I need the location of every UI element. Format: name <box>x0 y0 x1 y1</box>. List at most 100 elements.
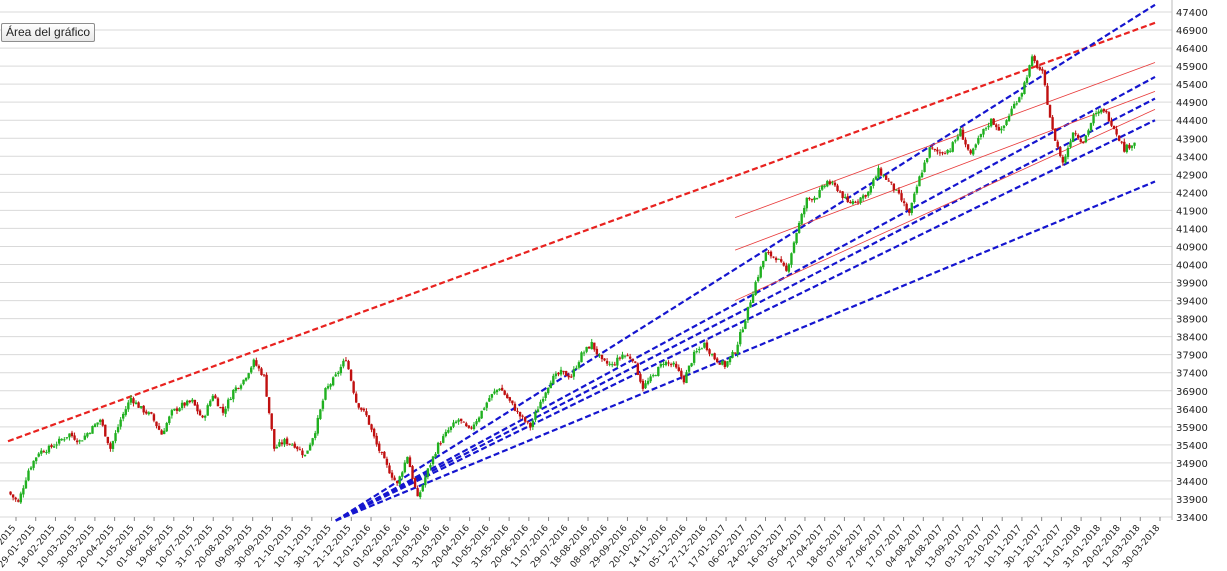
candle-body <box>657 366 660 376</box>
candle-body <box>815 198 819 200</box>
candle-body <box>733 352 737 354</box>
candle-body <box>283 439 286 445</box>
candle-body <box>1000 128 1003 131</box>
candle-body <box>42 451 46 453</box>
candle-body <box>244 377 248 381</box>
candle-body <box>972 148 975 155</box>
y-tick-label: 36900 <box>1176 387 1208 398</box>
candle-body <box>685 372 688 384</box>
candle-body <box>1117 135 1121 141</box>
candle-body <box>490 394 494 398</box>
candle-body <box>52 446 56 448</box>
candle-body <box>754 282 757 296</box>
candle-body <box>1125 144 1129 153</box>
candle-body <box>879 168 883 176</box>
candle-body <box>303 454 307 457</box>
candle-body <box>34 457 38 462</box>
candle-body <box>485 402 488 408</box>
candle-body <box>101 419 104 426</box>
candle-body <box>314 433 317 439</box>
candle-body <box>1015 103 1018 105</box>
candle-body <box>897 189 901 194</box>
candle-body <box>795 233 798 244</box>
y-tick-label: 44900 <box>1176 98 1208 109</box>
candle-body <box>1097 111 1100 114</box>
candle-body <box>884 175 888 180</box>
y-tick-label: 41900 <box>1176 206 1208 217</box>
candle-body <box>508 397 512 401</box>
candle-body <box>55 444 58 446</box>
candle-body <box>362 408 366 411</box>
candle-body <box>50 445 53 448</box>
candle-body <box>152 414 156 421</box>
candle-body <box>1066 147 1070 157</box>
candle-body <box>419 492 422 498</box>
candle-body <box>483 408 486 410</box>
candle-body <box>193 399 197 406</box>
candle-body <box>1023 82 1026 94</box>
candle-body <box>644 383 647 389</box>
candle-body <box>162 430 166 435</box>
blue-trendline <box>335 180 1156 522</box>
y-tick-label: 34900 <box>1176 459 1208 470</box>
candle-body <box>503 390 506 395</box>
candle-body <box>188 400 191 403</box>
candle-body <box>516 410 519 412</box>
candle-body <box>122 413 125 419</box>
blue-trendline <box>335 97 1156 522</box>
candle-body <box>321 400 325 409</box>
candle-body <box>98 419 102 422</box>
candle-body <box>436 442 440 454</box>
candle-body <box>1071 132 1075 142</box>
candle-body <box>626 355 629 357</box>
candle-body <box>1100 109 1103 113</box>
candle-body <box>675 363 678 368</box>
candle-body <box>137 402 140 408</box>
candle-body <box>506 394 509 399</box>
candle-body <box>339 366 343 374</box>
candle-body <box>641 380 645 389</box>
candle-body <box>943 153 947 155</box>
candle-body <box>78 440 81 442</box>
candle-body <box>1120 141 1123 143</box>
candle-body <box>831 182 834 184</box>
candle-body <box>221 406 225 413</box>
candle-body <box>500 387 504 391</box>
candle-body <box>808 198 811 200</box>
candle-body <box>715 358 719 363</box>
candle-body <box>165 423 168 432</box>
candle-body <box>992 118 995 125</box>
y-tick-label: 34400 <box>1176 477 1208 488</box>
candle-body <box>710 354 714 356</box>
candle-body <box>393 477 396 481</box>
candle-body <box>908 209 911 213</box>
candle-body <box>997 127 1001 131</box>
candle-body <box>234 387 238 391</box>
candle-body <box>557 372 560 375</box>
y-axis-ticks: 33400 33900 34400 34900 35400 35900 36400 36900… <box>1176 8 1208 524</box>
blue-trendline <box>335 75 1156 522</box>
candle-body <box>408 457 412 468</box>
candle-body <box>45 451 48 453</box>
candle-body <box>1046 85 1049 105</box>
candle-body <box>869 186 873 193</box>
candle-body <box>242 379 245 385</box>
candle-body <box>1043 70 1047 86</box>
candle-body <box>728 357 732 363</box>
candle-body <box>692 351 696 363</box>
candle-body <box>928 147 931 158</box>
candle-body <box>882 175 885 177</box>
candle-body <box>628 356 632 359</box>
candle-body <box>575 367 578 369</box>
candle-body <box>989 118 993 127</box>
candle-body <box>634 361 637 363</box>
candle-body <box>365 411 368 416</box>
candle-body <box>1010 108 1013 115</box>
candle-body <box>718 362 721 365</box>
candle-body <box>559 369 563 375</box>
y-tick-label: 33400 <box>1176 513 1208 524</box>
candle-body <box>470 427 473 429</box>
candle-body <box>598 354 601 356</box>
candle-body <box>736 344 739 355</box>
